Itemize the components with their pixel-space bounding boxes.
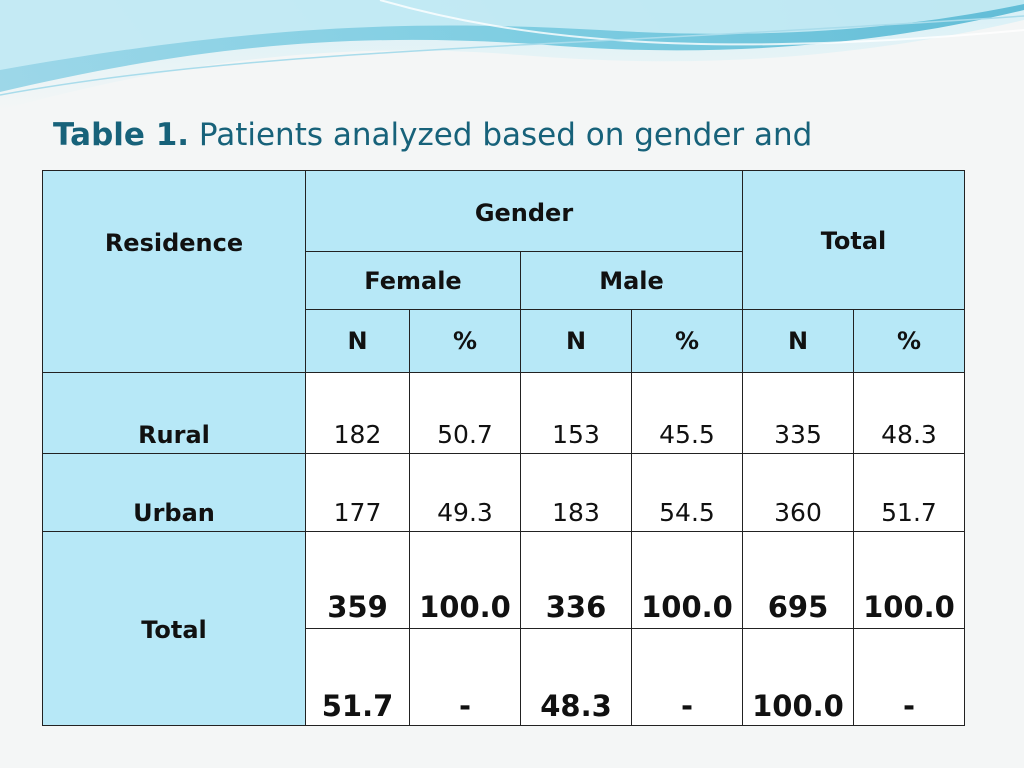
cell-total-male-n: 336 [520, 531, 632, 629]
cell-rural-female-pct: 50.7 [409, 372, 521, 454]
cell-share-total-pct: - [853, 628, 965, 726]
table-title-text: Patients analyzed based on gender and [198, 117, 813, 153]
table-row-total-shares: 51.7 - 48.3 - 100.0 - [43, 628, 965, 726]
cell-urban-total-n: 360 [742, 453, 854, 532]
cell-total-male-pct: 100.0 [631, 531, 743, 629]
table-row-total-counts: Total 359 100.0 336 100.0 695 100.0 [42, 531, 965, 726]
cell-urban-male-n: 183 [520, 453, 632, 532]
cell-total-total-n: 695 [742, 531, 854, 629]
cell-total-female-pct: 100.0 [409, 531, 521, 629]
row-label-urban: Urban [42, 453, 306, 532]
subheader-female-n: N [305, 309, 410, 373]
cell-urban-male-pct: 54.5 [631, 453, 743, 532]
cell-share-female-n: 51.7 [305, 628, 410, 726]
cell-share-male-n: 48.3 [520, 628, 632, 726]
cell-total-total-pct: 100.0 [853, 531, 965, 629]
header-male: Male [520, 251, 743, 310]
cell-rural-male-pct: 45.5 [631, 372, 743, 454]
decorative-wave-banner [0, 0, 1024, 110]
cell-rural-male-n: 153 [520, 372, 632, 454]
cell-urban-female-pct: 49.3 [409, 453, 521, 532]
subheader-female-pct: % [409, 309, 521, 373]
header-gender: Gender [305, 170, 743, 252]
cell-rural-total-n: 335 [742, 372, 854, 454]
cell-share-male-pct: - [631, 628, 743, 726]
table-row-urban: Urban 177 49.3 183 54.5 360 51.7 [42, 453, 965, 532]
table-title-prefix: Table 1. [53, 117, 190, 153]
row-label-total: Total [42, 531, 306, 726]
header-female: Female [305, 251, 521, 310]
header-total: Total [742, 170, 965, 310]
table-title: Table 1. Patients analyzed based on gend… [53, 113, 953, 163]
cell-share-total-n: 100.0 [742, 628, 854, 726]
subheader-male-n: N [520, 309, 632, 373]
cell-rural-female-n: 182 [305, 372, 410, 454]
subheader-male-pct: % [631, 309, 743, 373]
cell-urban-total-pct: 51.7 [853, 453, 965, 532]
row-label-rural: Rural [42, 372, 306, 454]
cell-total-female-n: 359 [305, 531, 410, 629]
cell-share-female-pct: - [409, 628, 521, 726]
table-row-rural: Rural 182 50.7 153 45.5 335 48.3 [42, 372, 965, 454]
header-residence: Residence [42, 170, 306, 373]
cell-urban-female-n: 177 [305, 453, 410, 532]
patients-table: Residence Gender Total Female Male N % N… [42, 170, 965, 726]
subheader-total-n: N [742, 309, 854, 373]
cell-rural-total-pct: 48.3 [853, 372, 965, 454]
subheader-total-pct: % [853, 309, 965, 373]
